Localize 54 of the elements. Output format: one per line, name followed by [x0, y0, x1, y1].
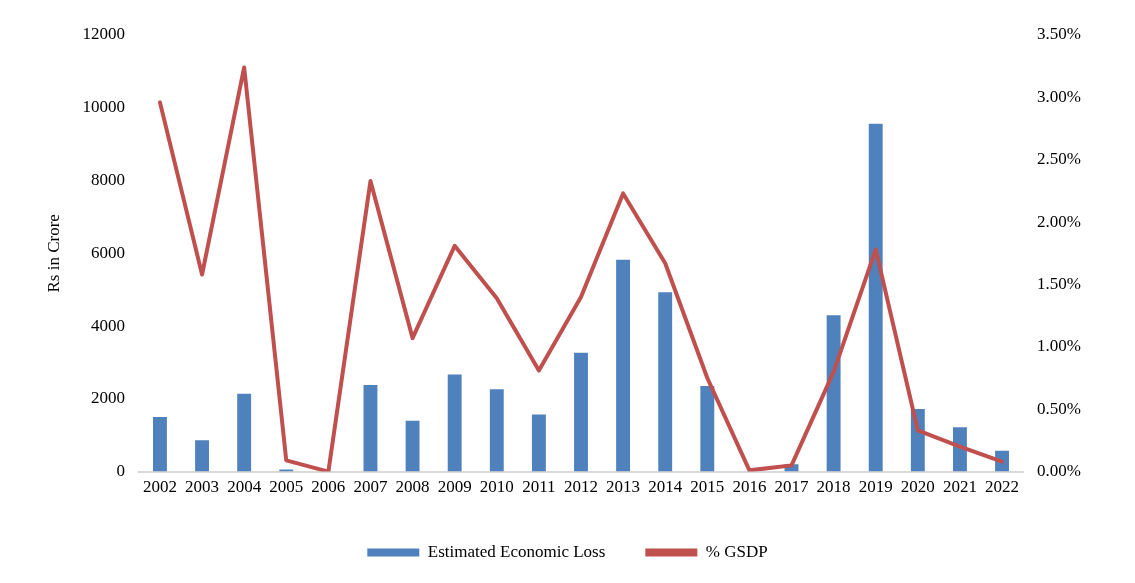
- bar: [405, 420, 420, 472]
- x-tick-label: 2002: [142, 477, 177, 497]
- y-tick-label: 0: [116, 461, 125, 481]
- y2-tick-label: 1.50%: [1037, 273, 1082, 293]
- x-tick-label: 2008: [395, 477, 430, 497]
- y-tick-label: 6000: [90, 242, 125, 262]
- x-tick-label: 2013: [606, 477, 641, 497]
- y2-tick-label: 1.00%: [1037, 336, 1082, 356]
- bar: [616, 259, 631, 472]
- x-tick-label: 2003: [185, 477, 220, 497]
- bar: [279, 469, 294, 472]
- x-tick-label: 2015: [690, 477, 725, 497]
- y-tick-label: 12000: [82, 24, 125, 44]
- bar: [153, 417, 167, 472]
- bar: [447, 374, 462, 472]
- y2-tick-label: 3.00%: [1037, 86, 1082, 106]
- x-tick-label: 2014: [648, 477, 683, 497]
- x-tick-label: 2012: [563, 477, 598, 497]
- bar: [574, 352, 588, 472]
- y2-tick-label: 0.00%: [1037, 461, 1082, 481]
- bar: [658, 292, 673, 472]
- y2-tick-label: 0.50%: [1037, 398, 1082, 418]
- x-tick-label: 2010: [479, 477, 514, 497]
- bar: [868, 123, 883, 472]
- y2-tick-label: 3.50%: [1037, 24, 1082, 44]
- x-tick-label: 2016: [732, 477, 767, 497]
- legend-label: % GSDP: [705, 541, 768, 561]
- x-tick-label: 2018: [816, 477, 851, 497]
- bar: [489, 389, 504, 472]
- x-tick-label: 2017: [774, 477, 810, 497]
- bar: [237, 393, 252, 472]
- bar: [700, 386, 715, 472]
- x-tick-label: 2011: [522, 477, 556, 497]
- x-tick-label: 2021: [942, 477, 977, 497]
- x-tick-label: 2007: [353, 477, 388, 497]
- legend-label: Estimated Economic Loss: [427, 541, 606, 561]
- bar: [195, 440, 209, 472]
- x-tick-label: 2004: [227, 477, 262, 497]
- x-tick-label: 2005: [269, 477, 304, 497]
- bar: [363, 385, 378, 472]
- x-tick-label: 2019: [858, 477, 893, 497]
- x-tick-label: 2006: [311, 477, 346, 497]
- y-tick-label: 4000: [90, 315, 125, 335]
- bar: [826, 315, 841, 472]
- y2-tick-label: 2.00%: [1037, 211, 1082, 231]
- bar: [531, 414, 546, 472]
- y2-tick-label: 2.50%: [1037, 149, 1082, 169]
- y-tick-label: 2000: [90, 388, 125, 408]
- y-axis-title: Rs in Crore: [43, 214, 63, 293]
- y-tick-label: 8000: [90, 170, 125, 189]
- y-tick-label: 10000: [82, 97, 125, 117]
- x-tick-label: 2009: [437, 477, 472, 497]
- x-tick-label: 2020: [900, 477, 935, 497]
- x-tick-label: 2022: [985, 477, 1020, 497]
